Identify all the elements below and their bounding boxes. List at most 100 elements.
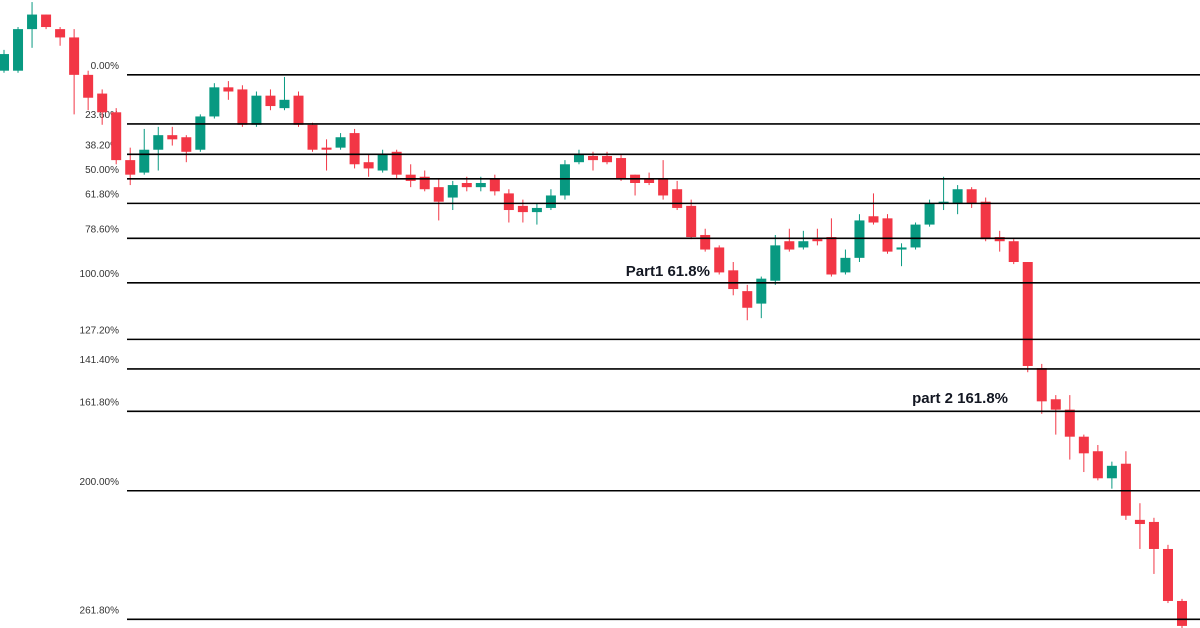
candle-body xyxy=(419,176,430,190)
candle-body xyxy=(321,147,332,150)
candle-body xyxy=(644,178,655,183)
candle-body xyxy=(924,203,935,225)
candle-body xyxy=(111,112,122,161)
candle-body xyxy=(784,241,795,250)
candle-body xyxy=(293,95,304,125)
candle-body xyxy=(195,116,206,150)
candle-body xyxy=(447,185,458,198)
candle-body xyxy=(0,54,9,71)
candle-body xyxy=(812,239,823,242)
candle-body xyxy=(1050,399,1061,410)
candle-body xyxy=(55,29,66,38)
candle-body xyxy=(167,135,178,140)
candle-body xyxy=(237,89,248,125)
candle-body xyxy=(672,189,683,208)
candle-body xyxy=(1134,519,1145,525)
candle-body xyxy=(405,174,416,181)
candle-body xyxy=(756,278,767,304)
candle-body xyxy=(209,87,220,117)
candle-body xyxy=(714,247,725,273)
level-label: 161.80% xyxy=(80,397,120,408)
candle-body xyxy=(798,241,809,248)
level-label: 127.20% xyxy=(80,325,120,336)
candle-body xyxy=(27,14,38,30)
candle-body xyxy=(686,205,697,238)
candle-body xyxy=(1148,521,1159,549)
candle-body xyxy=(770,245,781,281)
candle-body xyxy=(83,74,94,98)
level-lines xyxy=(127,74,1200,621)
candle-body xyxy=(223,87,234,92)
candle-body xyxy=(840,257,851,273)
level-label: 141.40% xyxy=(80,355,120,366)
candle-body xyxy=(994,237,1005,242)
candle-body xyxy=(588,155,598,161)
candle-body xyxy=(1162,548,1173,601)
candle-body xyxy=(658,178,669,196)
candle-body xyxy=(545,195,556,208)
candle-body xyxy=(728,270,739,290)
candle-body xyxy=(349,133,360,165)
candle-body xyxy=(503,193,514,211)
candle-body xyxy=(391,151,402,175)
candle-body xyxy=(335,137,346,148)
candle-body xyxy=(265,95,276,107)
level-label: 200.00% xyxy=(80,477,120,488)
candle-body xyxy=(1022,262,1033,366)
candle-body xyxy=(1120,463,1131,516)
candle-body xyxy=(433,187,444,202)
candle-body xyxy=(826,237,837,275)
annotation: Part1 61.8% xyxy=(626,263,710,280)
candle-body xyxy=(153,135,164,150)
candle-body xyxy=(363,162,374,169)
candle-body xyxy=(489,178,500,192)
annotations: Part1 61.8% part 2 161.8% xyxy=(626,263,1008,407)
level-label: 38.20% xyxy=(85,140,119,151)
candle-body xyxy=(251,95,262,125)
candle-body xyxy=(1106,465,1117,479)
level-label: 50.00% xyxy=(85,165,119,176)
candle-body xyxy=(602,155,613,163)
candle-body xyxy=(1177,600,1187,626)
level-label: 61.80% xyxy=(85,189,119,200)
candle-body xyxy=(69,37,80,75)
level-label: 261.80% xyxy=(80,605,120,616)
candle-body xyxy=(1064,409,1075,437)
level-label: 78.60% xyxy=(85,224,119,235)
candle-body xyxy=(980,201,991,240)
candle-body xyxy=(461,182,472,188)
level-label: 100.00% xyxy=(80,269,120,280)
candle-body xyxy=(616,158,627,179)
candle-body xyxy=(700,234,711,250)
candle-body xyxy=(181,137,192,152)
candle-body xyxy=(854,220,865,258)
candle-body xyxy=(952,189,963,204)
candle-body xyxy=(531,207,542,213)
candle-body xyxy=(13,29,24,71)
candle-body xyxy=(868,216,879,223)
candle-body xyxy=(307,124,318,150)
candle-body xyxy=(279,99,290,109)
candle-body xyxy=(559,164,570,196)
candle-body xyxy=(573,153,584,163)
candle-body xyxy=(742,291,753,308)
candle-body xyxy=(475,182,486,188)
candle-body xyxy=(966,189,977,204)
candle-body xyxy=(125,160,136,175)
candle-body xyxy=(1078,436,1089,454)
level-label: 0.00% xyxy=(91,61,119,72)
candle-body xyxy=(1036,368,1047,402)
candle-body xyxy=(517,205,528,213)
candle-body xyxy=(97,93,108,113)
annotation: part 2 161.8% xyxy=(912,390,1008,407)
candle-body xyxy=(882,218,893,252)
candle-body xyxy=(910,224,921,248)
candle-body xyxy=(41,14,52,28)
candle-body xyxy=(1092,451,1103,479)
candle-body xyxy=(377,153,388,171)
candle-body xyxy=(1008,241,1019,263)
candle-body xyxy=(139,149,150,173)
candle-body xyxy=(896,247,907,250)
